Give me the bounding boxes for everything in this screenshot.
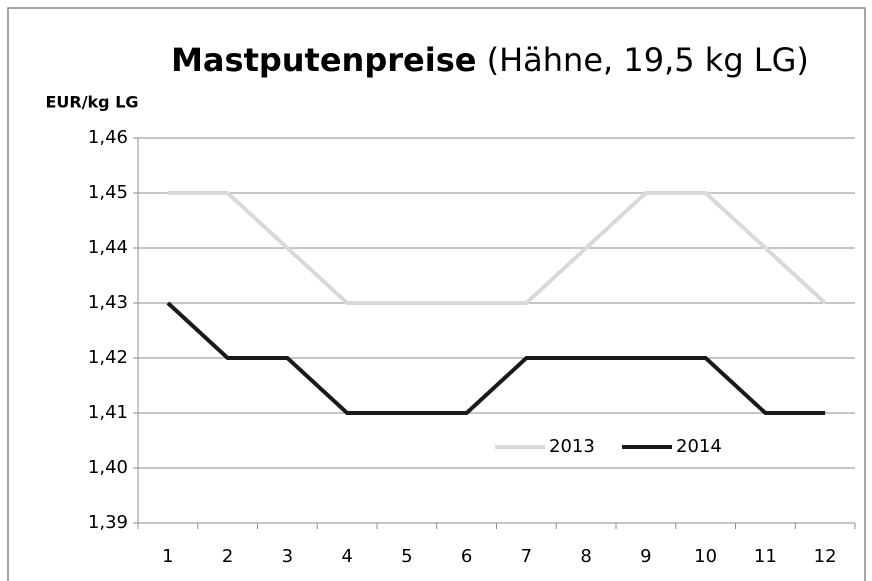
y-axis-label: EUR/kg LG — [45, 93, 138, 112]
y-tick-label: 1,46 — [88, 127, 128, 148]
legend-label: 2013 — [549, 436, 595, 457]
y-tick-label: 1,42 — [88, 347, 128, 368]
y-tick-label: 1,39 — [88, 512, 128, 533]
x-tick-label: 7 — [521, 546, 532, 567]
legend-label: 2014 — [676, 436, 722, 457]
chart-border — [7, 7, 866, 581]
x-tick-label: 4 — [341, 546, 352, 567]
series-line — [167, 191, 827, 305]
x-tick-label: 2 — [222, 546, 233, 567]
y-tick-label: 1,43 — [88, 292, 128, 313]
x-tick-label: 8 — [580, 546, 591, 567]
y-tick-label: 1,41 — [88, 402, 128, 423]
x-tick-label: 5 — [401, 546, 412, 567]
x-tick-label: 9 — [640, 546, 651, 567]
chart-title: Mastputenpreise (Hähne, 19,5 kg LG) — [171, 41, 809, 79]
x-tick-label: 12 — [814, 546, 837, 567]
x-tick-label: 6 — [461, 546, 472, 567]
x-tick-label: 1 — [162, 546, 173, 567]
y-tick-label: 1,40 — [88, 457, 128, 478]
title-rest: (Hähne, 19,5 kg LG) — [487, 41, 809, 79]
series-line — [166, 301, 826, 415]
x-tick-label: 11 — [754, 546, 777, 567]
x-tick-label: 3 — [282, 546, 293, 567]
x-tick-label: 10 — [694, 546, 717, 567]
y-tick-label: 1,44 — [88, 237, 128, 258]
title-main: Mastputenpreise — [171, 41, 476, 79]
y-tick-label: 1,45 — [88, 182, 128, 203]
